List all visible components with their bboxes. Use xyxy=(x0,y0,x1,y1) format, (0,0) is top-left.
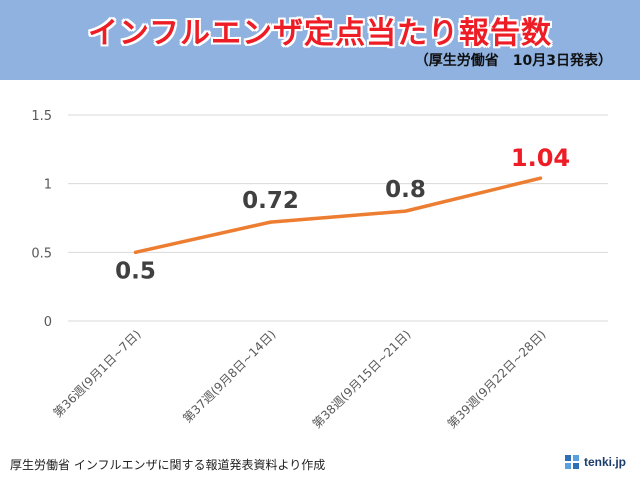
data-label: 0.72 xyxy=(242,188,299,214)
page-subtitle: （厚生労働省 10月3日発表） xyxy=(414,53,612,69)
x-tick-label: 第39週(9月22日~28日) xyxy=(445,327,549,431)
data-label: 0.8 xyxy=(385,177,426,203)
data-point xyxy=(539,176,542,180)
data-point xyxy=(269,220,272,224)
y-tick-label: 1 xyxy=(44,178,52,193)
data-label: 1.04 xyxy=(511,144,570,172)
y-tick-label: 1.5 xyxy=(31,109,52,124)
header-banner: インフルエンザ定点当たり報告数 （厚生労働省 10月3日発表） xyxy=(0,0,640,80)
data-label: 0.5 xyxy=(115,258,156,284)
data-point xyxy=(134,250,137,254)
x-tick-label: 第37週(9月8日~14日) xyxy=(180,327,278,425)
line-chart: 0 0.5 1 1.5 第36週(9月1日~7日) 第37週(9月8日~14日) 第38週(… xyxy=(31,109,608,431)
brand: tenki.jp xyxy=(564,454,626,470)
y-tick-label: 0 xyxy=(44,315,52,330)
brand-name: tenki.jp xyxy=(583,455,626,469)
x-tick-label: 第38週(9月15日~21日) xyxy=(310,327,414,431)
tenki-logo-icon xyxy=(564,455,579,469)
page-title: インフルエンザ定点当たり報告数 xyxy=(87,16,553,51)
x-tick-label: 第36週(9月1日~7日) xyxy=(51,327,144,420)
data-point xyxy=(404,209,407,213)
y-tick-label: 0.5 xyxy=(31,246,52,261)
series-line xyxy=(133,176,543,255)
source-note: 厚生労働省 インフルエンザに関する報道発表資料より作成 xyxy=(10,458,326,472)
